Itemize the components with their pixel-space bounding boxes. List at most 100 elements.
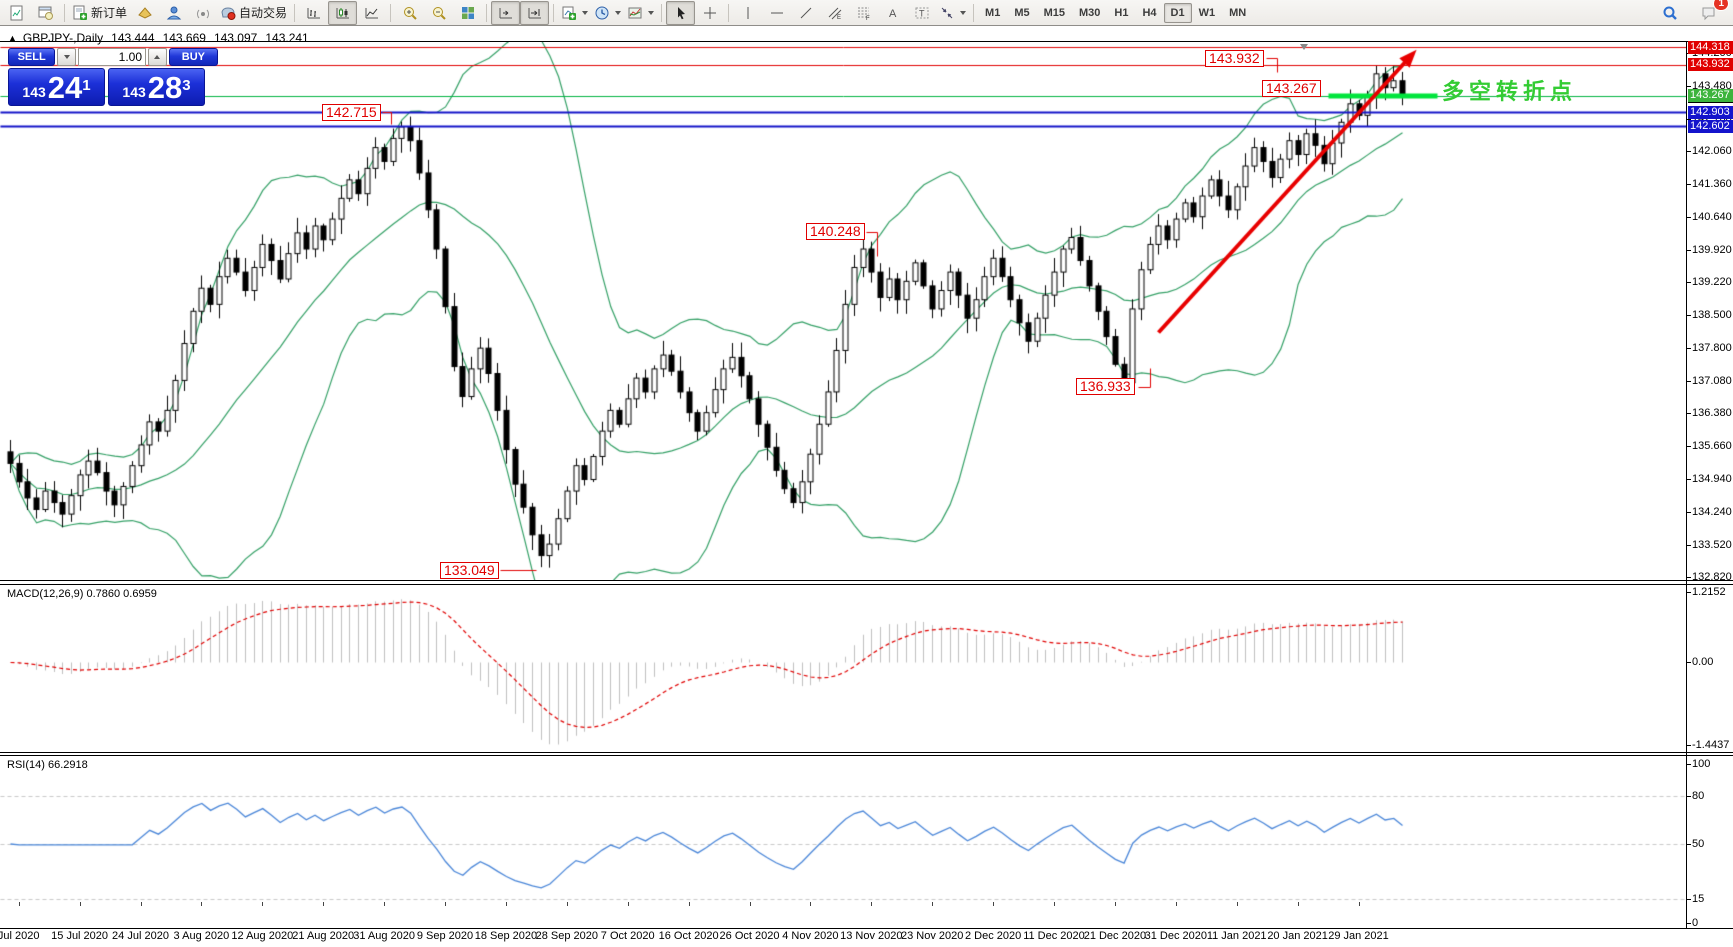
- horizontal-line-button[interactable]: [762, 1, 791, 25]
- date-tick: [1175, 902, 1177, 906]
- toolbar-separator: [390, 3, 392, 22]
- price-tick: 132.820: [1687, 571, 1732, 584]
- timeframe-W1[interactable]: W1: [1198, 6, 1216, 19]
- chart-shift-marker[interactable]: [1300, 44, 1308, 50]
- zoom-in-button[interactable]: [395, 1, 424, 25]
- vertical-line-button[interactable]: [733, 1, 762, 25]
- collapse-arrow-icon[interactable]: ▲: [8, 33, 17, 43]
- channel-button[interactable]: E: [820, 1, 849, 25]
- price-callout-label: 133.049: [440, 562, 499, 579]
- metaeditor-button[interactable]: [130, 1, 159, 25]
- date-tick: [932, 902, 934, 906]
- periods-button[interactable]: [591, 1, 624, 25]
- timeframe-M5[interactable]: M5: [1014, 6, 1030, 19]
- rsi-pane[interactable]: [0, 755, 1686, 928]
- new-order-button[interactable]: 新订单: [69, 1, 130, 25]
- signals-icon: [196, 9, 209, 18]
- dropdown-caret-icon: [582, 10, 589, 15]
- add-indicator-button[interactable]: [558, 1, 591, 25]
- cursor-button[interactable]: [666, 0, 696, 25]
- price-tick: 137.800: [1687, 341, 1732, 354]
- community-button[interactable]: [159, 1, 188, 25]
- line-chart-button[interactable]: [357, 1, 386, 25]
- search-button[interactable]: [1655, 1, 1684, 25]
- shapes-button[interactable]: [936, 1, 969, 25]
- notification-badge: 1: [1713, 0, 1729, 11]
- new-order-icon: [73, 5, 87, 20]
- rsi-tick: 0: [1686, 917, 1699, 929]
- price-tick: 141.360: [1687, 177, 1732, 190]
- volume-increase-button[interactable]: [148, 48, 167, 66]
- metaeditor-icon: [137, 6, 152, 19]
- date-label: 23 Nov 2020: [900, 930, 964, 942]
- volume-decrease-button[interactable]: [57, 48, 77, 66]
- sell-price-box[interactable]: 143 24 1: [8, 68, 105, 106]
- date-tick: [445, 902, 446, 906]
- timeframe-M30[interactable]: M30: [1079, 6, 1101, 19]
- tile-windows-button[interactable]: [453, 1, 482, 25]
- profiles-button[interactable]: [31, 1, 60, 25]
- buy-price-prefix: 143: [122, 84, 146, 100]
- svg-text:T: T: [919, 8, 925, 18]
- autotrading-label: 自动交易: [239, 6, 288, 20]
- autotrading-button[interactable]: 自动交易: [217, 1, 290, 25]
- timeframe-H1[interactable]: H1: [1114, 6, 1129, 19]
- timeframe-D1[interactable]: D1: [1163, 2, 1192, 23]
- timeframe-M15[interactable]: M15: [1043, 6, 1065, 19]
- zoom-out-button[interactable]: [424, 1, 453, 25]
- pane-border: [0, 580, 1733, 581]
- price-callout-label: 143.267: [1262, 80, 1321, 97]
- date-tick: [1236, 902, 1238, 906]
- text-button[interactable]: A: [878, 1, 907, 25]
- macd-label: MACD(12,26,9) 0.7860 0.6959: [7, 588, 157, 600]
- date-label: 2 Dec 2020: [964, 930, 1022, 942]
- bar-chart-button[interactable]: [299, 1, 328, 25]
- date-label: 7 Oct 2020: [600, 930, 655, 942]
- date-tick: [627, 902, 629, 906]
- templates-button[interactable]: [624, 1, 657, 25]
- date-tick: [688, 902, 690, 906]
- macd-pane[interactable]: [0, 584, 1686, 753]
- templates-icon: [628, 7, 642, 18]
- trendline-button[interactable]: [791, 1, 820, 25]
- notifications-button[interactable]: 1: [1694, 0, 1729, 25]
- price-callout-label: 136.933: [1076, 378, 1135, 395]
- timeframe-MN[interactable]: MN: [1229, 6, 1247, 19]
- date-label: 26 Oct 2020: [719, 930, 780, 942]
- date-label: 15 Jul 2020: [51, 930, 109, 942]
- autotrading-icon: [221, 6, 236, 20]
- buy-button[interactable]: BUY: [168, 48, 218, 66]
- dropdown-caret-icon: [648, 10, 655, 15]
- new-chart-button[interactable]: [2, 1, 31, 25]
- price-tag: 143.267: [1688, 89, 1733, 103]
- line-chart-icon: [365, 7, 378, 18]
- volume-input[interactable]: [78, 48, 147, 66]
- toolbar-separator: [486, 3, 488, 22]
- signals-button[interactable]: [188, 1, 217, 25]
- price-pane[interactable]: [0, 42, 1686, 580]
- label-button[interactable]: T: [907, 1, 936, 25]
- fibonacci-button[interactable]: F: [849, 1, 878, 25]
- sell-button[interactable]: SELL: [8, 48, 56, 66]
- date-label: 16 Oct 2020: [658, 930, 719, 942]
- pane-border: [0, 752, 1733, 753]
- date-tick: [749, 902, 751, 906]
- rsi-label: RSI(14) 66.2918: [7, 759, 88, 771]
- vertical-line-icon: [747, 6, 749, 19]
- candlestick-button[interactable]: [328, 0, 358, 25]
- new-order-label: 新订单: [91, 6, 128, 20]
- crosshair-button[interactable]: [695, 1, 724, 25]
- toolbar-separator: [64, 3, 65, 22]
- auto-scroll-button[interactable]: [520, 0, 550, 25]
- buy-price-box[interactable]: 143 28 3: [108, 68, 205, 106]
- timeframe-M1[interactable]: M1: [985, 6, 1001, 19]
- chart-shift-button[interactable]: [491, 0, 521, 25]
- timeframe-H4[interactable]: H4: [1142, 6, 1157, 19]
- price-tick: 134.940: [1687, 473, 1732, 486]
- fibonacci-icon: F: [857, 7, 870, 21]
- date-label: 13 Nov 2020: [840, 930, 903, 942]
- price-callout-label: 142.715: [322, 104, 381, 121]
- date-tick: [1358, 902, 1360, 906]
- price-tick: 133.520: [1687, 538, 1732, 551]
- sell-price-sup: 1: [82, 77, 91, 94]
